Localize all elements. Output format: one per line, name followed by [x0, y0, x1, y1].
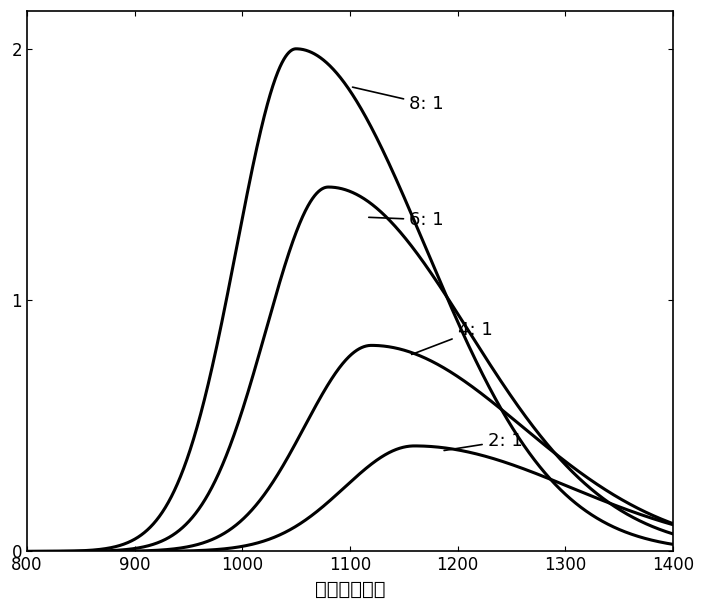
X-axis label: 波长（纳米）: 波长（纳米） — [314, 580, 385, 599]
Text: 8: 1: 8: 1 — [352, 87, 443, 113]
Text: 2: 1: 2: 1 — [444, 432, 522, 451]
Text: 6: 1: 6: 1 — [369, 210, 443, 229]
Text: 4: 1: 4: 1 — [412, 321, 492, 354]
